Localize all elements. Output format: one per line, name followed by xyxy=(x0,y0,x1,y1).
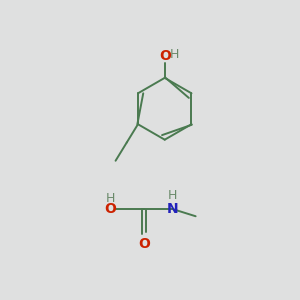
Text: O: O xyxy=(159,49,171,62)
Text: H: H xyxy=(170,48,179,61)
Text: O: O xyxy=(138,238,150,251)
Text: H: H xyxy=(106,192,116,206)
Text: N: N xyxy=(166,202,178,216)
Text: H: H xyxy=(167,189,177,203)
Text: O: O xyxy=(104,202,116,216)
